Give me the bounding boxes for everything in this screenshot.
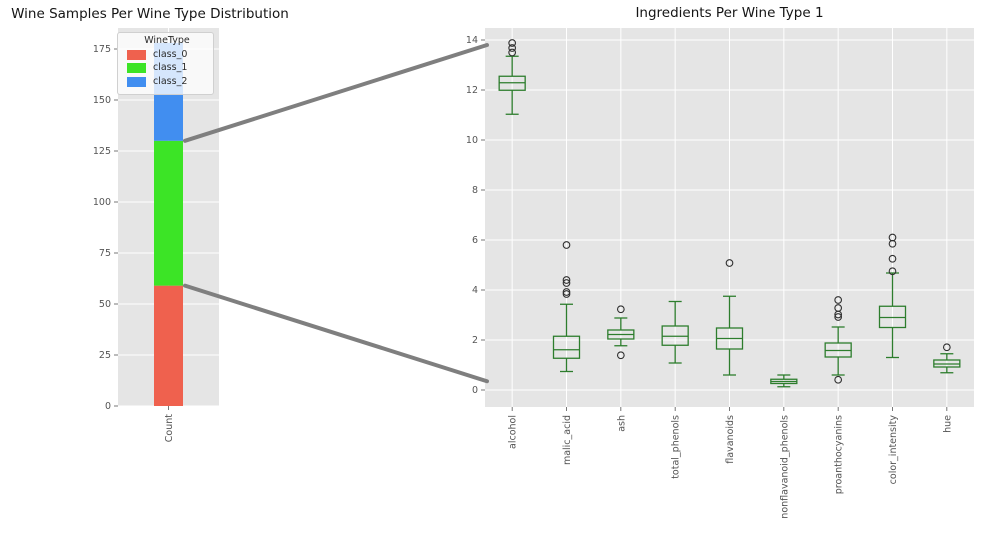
flier-malic_acid	[562, 290, 571, 298]
bar-segment-class_1	[154, 140, 183, 286]
connector-line-bottom	[183, 283, 489, 384]
left-xtick-label-count: Count	[164, 414, 175, 442]
flier-alcohol	[508, 44, 517, 52]
left-ytick-label: 100	[93, 197, 111, 208]
flier-malic_acid	[562, 279, 571, 287]
left-ytick-label: 175	[93, 44, 111, 55]
left-ytick-label: 150	[93, 95, 111, 106]
box-malic_acid	[552, 335, 581, 359]
flier-malic_acid	[562, 288, 571, 296]
right-ytick-label: 6	[472, 235, 478, 246]
right-xtick-label-proanthocyanins: proanthocyanins	[834, 415, 845, 494]
right-ytick-label: 8	[472, 185, 478, 196]
right-ytick-label: 2	[472, 335, 478, 346]
legend-title: WineType	[144, 35, 190, 46]
right-ytick-label: 12	[466, 85, 478, 96]
flier-color_intensity	[888, 254, 897, 263]
flier-proanthocyanins	[834, 296, 843, 304]
flier-proanthocyanins	[834, 313, 843, 321]
legend-label-class-1: class_1	[153, 62, 188, 74]
flier-color_intensity	[888, 233, 897, 242]
flier-proanthocyanins	[834, 304, 843, 312]
legend: WineType class_0 class_1 class_2	[117, 32, 214, 95]
right-ytick-label: 0	[472, 385, 478, 396]
right-ytick-label: 14	[466, 35, 478, 46]
flier-ash	[616, 351, 625, 360]
left-ytick-label: 0	[105, 401, 111, 412]
right-xtick-label-color_intensity: color_intensity	[888, 415, 899, 485]
flier-alcohol	[508, 48, 517, 57]
flier-malic_acid	[562, 276, 571, 284]
flier-color_intensity	[888, 267, 897, 276]
connector-line-top	[183, 43, 489, 143]
left-ytick-label: 75	[99, 248, 111, 259]
right-xtick-label-malic_acid: malic_acid	[562, 415, 573, 465]
right-ytick-label: 10	[466, 135, 478, 146]
flier-flavanoids	[725, 259, 734, 267]
left-ytick-label: 25	[99, 350, 111, 361]
right-xtick-label-alcohol: alcohol	[508, 415, 519, 449]
legend-swatch-class-2	[127, 76, 146, 87]
legend-item-class-2: class_2	[127, 75, 207, 87]
flier-hue	[942, 343, 951, 352]
right-xtick-label-nonflavanoid_phenols: nonflavanoid_phenols	[779, 415, 790, 519]
left-chart-title: Wine Samples Per Wine Type Distribution	[11, 6, 289, 22]
right-xtick-label-total_phenols: total_phenols	[671, 415, 682, 479]
right-xtick-label-ash: ash	[616, 415, 627, 432]
left-ytick-label: 125	[93, 146, 111, 157]
legend-label-class-2: class_2	[153, 75, 188, 87]
bar-segment-class_0	[154, 285, 183, 406]
right-chart-title: Ingredients Per Wine Type 1	[635, 5, 824, 21]
legend-swatch-class-1	[127, 63, 146, 73]
right-ytick-label: 4	[472, 285, 478, 296]
legend-swatch-class-0	[127, 49, 146, 60]
flier-alcohol	[508, 39, 517, 47]
flier-proanthocyanins	[834, 375, 843, 384]
flier-malic_acid	[562, 241, 571, 249]
right-xtick-label-hue: hue	[942, 415, 953, 433]
legend-item-class-1: class_1	[127, 63, 207, 73]
legend-item-class-0: class_0	[127, 48, 207, 60]
left-ytick-label: 50	[99, 299, 111, 310]
legend-label-class-0: class_0	[153, 48, 188, 60]
flier-ash	[616, 305, 625, 314]
right-xtick-label-flavanoids: flavanoids	[725, 415, 736, 464]
